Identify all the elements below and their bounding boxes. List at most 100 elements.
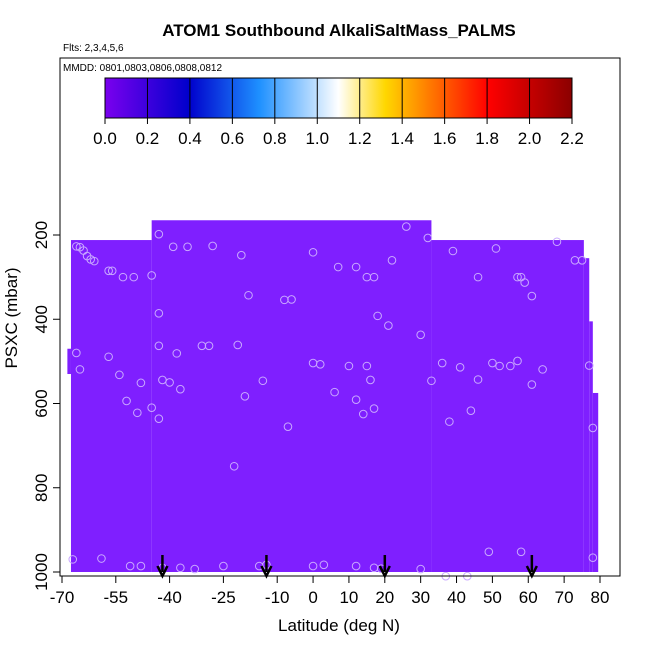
data-point: [473, 375, 483, 384]
data-point: [538, 365, 547, 374]
data-point: [133, 408, 142, 418]
data-point: [351, 561, 361, 571]
x-tick-label: -70: [50, 588, 75, 607]
data-fill-region: [67, 220, 599, 572]
data-point: [283, 422, 293, 431]
data-point: [315, 360, 325, 369]
data-point: [183, 242, 192, 252]
data-point: [104, 266, 113, 276]
data-point: [416, 330, 425, 340]
fill-band: [151, 220, 432, 572]
colorbar-tick-label: 0.4: [178, 129, 202, 148]
data-point: [72, 242, 81, 251]
data-point: [506, 361, 515, 371]
data-point: [115, 370, 124, 380]
colorbar-tick-label: 0.6: [221, 129, 245, 148]
data-point: [154, 309, 164, 318]
data-point: [122, 396, 131, 406]
x-tick-label: -40: [157, 588, 182, 607]
x-tick-label: -10: [265, 588, 290, 607]
y-tick-label: 200: [32, 221, 51, 249]
data-point: [125, 561, 135, 571]
data-point: [165, 378, 174, 387]
data-point: [319, 560, 329, 570]
x-tick-label: -55: [104, 588, 129, 607]
data-point: [147, 271, 156, 280]
y-tick-label: 1000: [32, 553, 51, 591]
data-point: [344, 361, 354, 371]
x-tick-label: 40: [447, 588, 466, 607]
data-point: [552, 237, 562, 247]
chart-title: ATOM1 Southbound AlkaliSaltMass_PALMS: [162, 21, 516, 40]
data-point: [240, 392, 250, 401]
data-point: [89, 256, 99, 266]
data-point: [369, 404, 379, 413]
flight-arrows: [156, 555, 538, 579]
y-axis-label: PSXC (mbar): [2, 267, 21, 368]
colorbar-tick-label: 1.4: [390, 129, 414, 148]
data-point: [176, 563, 185, 573]
x-axis-label: Latitude (deg N): [278, 616, 400, 635]
data-point: [136, 561, 146, 571]
data-point: [97, 554, 106, 563]
data-point: [68, 555, 78, 564]
data-point: [233, 340, 243, 350]
data-point: [107, 266, 117, 276]
data-point: [384, 321, 393, 330]
x-tick-label: -25: [211, 588, 236, 607]
colorbar-tick-label: 1.6: [433, 129, 457, 148]
x-tick-label: 80: [591, 588, 610, 607]
data-point: [287, 295, 296, 304]
data-point: [118, 272, 128, 282]
data-point: [484, 547, 494, 557]
data-point: [516, 547, 526, 557]
x-tick-label: 70: [555, 588, 574, 607]
data-point: [520, 278, 529, 287]
colorbar-tick-label: 2.2: [560, 129, 584, 148]
data-point: [402, 222, 411, 231]
data-point: [584, 361, 594, 370]
data-point: [190, 564, 200, 574]
x-tick-label: 60: [519, 588, 538, 607]
y-tick-label: 400: [32, 305, 51, 333]
data-point: [75, 365, 85, 374]
data-point: [369, 272, 379, 282]
data-point: [258, 376, 268, 386]
data-point: [147, 403, 156, 413]
y-axis: 200 400 600 800 1000: [32, 221, 60, 591]
data-point: [172, 349, 182, 358]
colorbar-tick-label: 1.2: [348, 129, 372, 148]
colorbar-tick-label: 0.2: [136, 129, 160, 148]
data-point: [176, 384, 185, 394]
data-point: [351, 395, 361, 405]
data-point: [308, 561, 318, 571]
data-point: [358, 409, 368, 419]
data-point: [588, 423, 598, 433]
data-point: [129, 272, 139, 282]
data-point: [308, 247, 318, 257]
data-point: [204, 341, 214, 351]
colorbar-tick-label: 0.0: [93, 129, 117, 148]
data-point: [72, 348, 81, 358]
data-point: [416, 564, 425, 574]
dates-label: MMDD: 0801,0803,0806,0808,0812: [63, 63, 222, 74]
x-tick-label: 10: [339, 588, 358, 607]
data-point: [387, 255, 397, 265]
data-point: [488, 358, 497, 368]
fill-band: [592, 392, 599, 572]
data-point: [237, 250, 246, 260]
data-point: [229, 461, 239, 471]
data-point: [513, 272, 522, 282]
data-point: [136, 378, 146, 388]
data-point: [445, 417, 454, 426]
x-tick-label: 0: [308, 588, 317, 607]
data-point: [351, 262, 361, 272]
data-point: [366, 375, 375, 385]
fill-band: [67, 348, 71, 375]
data-point: [427, 376, 436, 386]
data-point: [455, 362, 465, 372]
data-point: [577, 255, 587, 265]
flights-label: Flts: 2,3,4,5,6: [63, 43, 124, 54]
